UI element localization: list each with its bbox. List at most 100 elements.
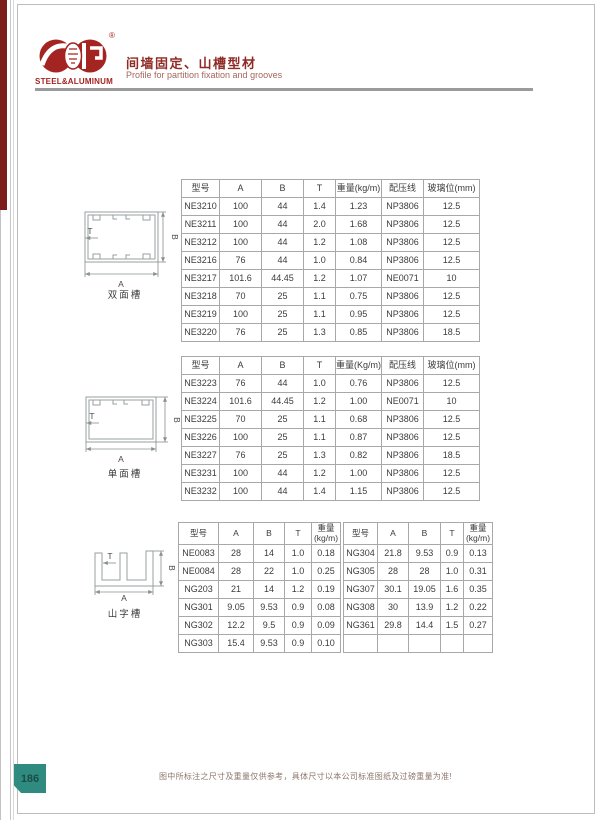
table-cell: NE3212: [181, 233, 220, 252]
column-header: 重量(Kg/m): [335, 356, 382, 375]
table-cell: 9.05: [218, 598, 254, 617]
table-cell: NE3227: [181, 446, 220, 465]
column-header: A: [219, 356, 262, 375]
table-row: NE3212 100 44 1.2 1.08 NP3806 12.5: [181, 233, 480, 252]
table-cell: 0.9: [440, 544, 464, 563]
table-cell: NE3224: [181, 392, 220, 411]
table-cell: 12.5: [423, 464, 480, 483]
table-cell: NP3806: [381, 374, 424, 393]
table-cell: 25: [261, 446, 304, 465]
column-header: 型号: [181, 356, 220, 375]
table-cell: 18.5: [423, 446, 480, 465]
table-row: NE0083 28 14 1.0 0.18: [178, 544, 341, 563]
table-cell: 0.13: [463, 544, 493, 563]
table-cell: 0.22: [463, 598, 493, 617]
column-header: B: [253, 522, 285, 545]
column-header: 重量 (kg/m): [311, 522, 341, 545]
table-cell: NG303: [178, 634, 219, 653]
table-cell: 1.0: [284, 544, 312, 563]
table-cell: 0.19: [311, 580, 341, 599]
table-cell: 1.00: [335, 464, 382, 483]
table-cell: 100: [219, 197, 262, 216]
table-cell: [440, 634, 464, 653]
table-cell: 25: [261, 428, 304, 447]
drawing-caption: 双面槽: [107, 290, 143, 301]
table-cell: [408, 634, 441, 653]
table-row: NG301 9.05 9.53 0.9 0.08: [178, 598, 341, 617]
table-cell: 30: [377, 598, 409, 617]
table-row: NE3231 100 44 1.2 1.00 NP3806 12.5: [181, 464, 480, 483]
column-header: 型号: [343, 522, 378, 545]
table-cell: NG203: [178, 580, 219, 599]
table-cell: 44: [261, 374, 304, 393]
table-cell: 28: [218, 544, 254, 563]
table-row: NE0084 28 22 1.0 0.25: [178, 562, 341, 581]
column-header: B: [261, 179, 304, 198]
spec-table-mountain-left: 型号 A B T 重量 (kg/m) NE0083 28 14 1.0 0.18 NE0084 28 2…: [178, 522, 341, 653]
table-cell: 1.2: [303, 392, 336, 411]
table-cell: NG308: [343, 598, 378, 617]
table-cell: 1.3: [303, 446, 336, 465]
table-cell: 1.1: [303, 428, 336, 447]
dim-label-b: B: [172, 417, 180, 423]
profile-drawing-mountain-groove: T B A: [70, 542, 180, 603]
table-cell: 44.45: [261, 392, 304, 411]
logo-icon: [39, 39, 107, 73]
table-cell: 0.35: [463, 580, 493, 599]
table-cell: 12.5: [423, 287, 480, 306]
table-cell: 100: [219, 428, 262, 447]
table-cell: NE3218: [181, 287, 220, 306]
table-cell: 70: [219, 410, 262, 429]
table-cell: 0.82: [335, 446, 382, 465]
table-cell: 9.5: [253, 616, 285, 635]
table-cell: 1.68: [335, 215, 382, 234]
table-row: NG203 21 14 1.2 0.19: [178, 580, 341, 599]
table-cell: 9.53: [253, 598, 285, 617]
dim-label-a: A: [118, 279, 124, 289]
table-cell: 9.53: [408, 544, 441, 563]
table-cell: NE0071: [381, 392, 424, 411]
table-cell: NE3220: [181, 323, 220, 342]
table-cell: 1.1: [303, 410, 336, 429]
table-cell: 101.6: [219, 392, 262, 411]
table-cell: 1.15: [335, 482, 382, 501]
table-cell: 0.25: [311, 562, 341, 581]
profile-drawing-single-groove: T B A: [60, 388, 182, 473]
chapter-color-stripe: [0, 0, 7, 210]
table-cell: 18.5: [423, 323, 480, 342]
table-cell: NP3806: [381, 251, 424, 270]
column-header: 型号: [178, 522, 219, 545]
table-cell: 28: [377, 562, 409, 581]
drawing-caption: 单面槽: [107, 469, 143, 480]
table-row: NE3225 70 25 1.1 0.68 NP3806 12.5: [181, 410, 480, 429]
table-cell: 1.5: [440, 616, 464, 635]
table-cell: NE0084: [178, 562, 219, 581]
table-cell: 1.1: [303, 305, 336, 324]
table-cell: 0.75: [335, 287, 382, 306]
table-cell: 1.0: [284, 562, 312, 581]
table-cell: 25: [261, 323, 304, 342]
page-edge-line-inner: [10, 0, 11, 820]
table-cell: 12.5: [423, 197, 480, 216]
table-cell: 30.1: [377, 580, 409, 599]
table-cell: 44: [261, 482, 304, 501]
table-cell: NP3806: [381, 215, 424, 234]
table-cell: 100: [219, 233, 262, 252]
table-cell: 12.5: [423, 215, 480, 234]
table-row: NE3210 100 44 1.4 1.23 NP3806 12.5: [181, 197, 480, 216]
table-cell: NP3806: [381, 197, 424, 216]
table-row: NE3232 100 44 1.4 1.15 NP3806 12.5: [181, 482, 480, 501]
table-cell: [463, 634, 493, 653]
column-header: 配压线: [381, 356, 424, 375]
page-title: 间墙固定、山槽型材: [126, 56, 257, 71]
table-cell: 28: [218, 562, 254, 581]
table-cell: NE0071: [381, 269, 424, 288]
table-cell: 1.3: [303, 323, 336, 342]
table-cell: 28: [408, 562, 441, 581]
table-cell: 100: [219, 482, 262, 501]
table-cell: 21.8: [377, 544, 409, 563]
table-cell: 100: [219, 215, 262, 234]
spec-table-double-groove: 型号 A B T 重量(kg/m) 配压线 玻璃位(mm) NE3210 100 44 1.4 1.2…: [181, 179, 480, 342]
table-cell: 25: [261, 410, 304, 429]
table-cell: 12.5: [423, 482, 480, 501]
